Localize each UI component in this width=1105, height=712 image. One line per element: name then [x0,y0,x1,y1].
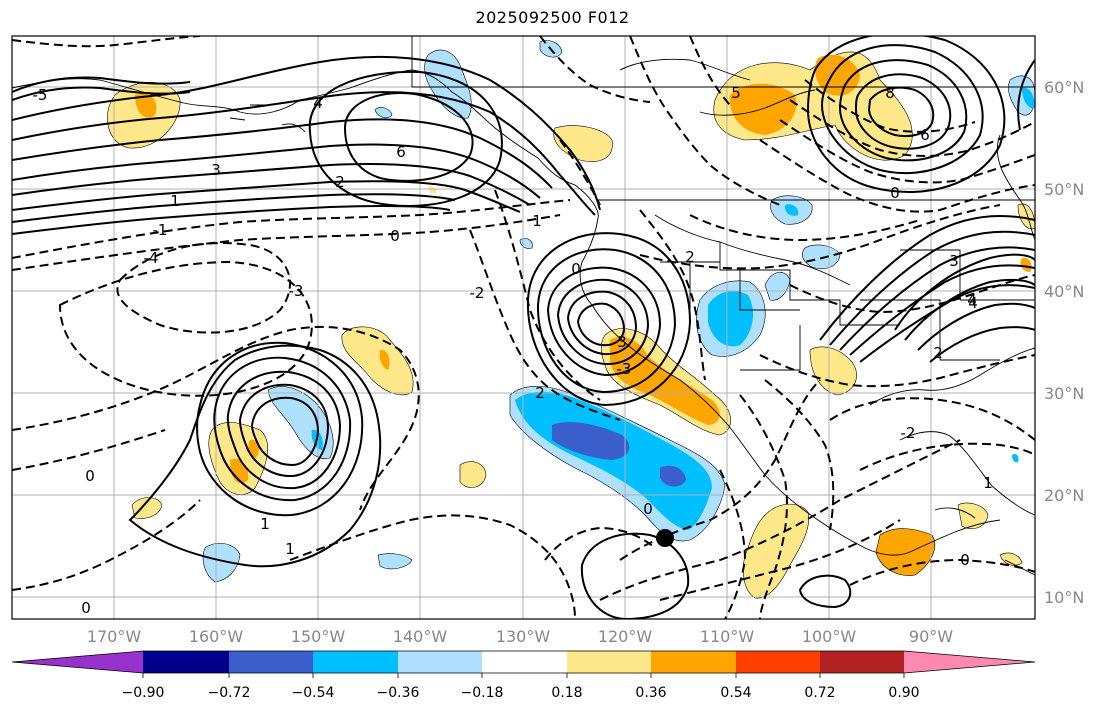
contour-label: 2 [535,384,545,402]
colorbar: −0.90 −0.72 −0.54 −0.36 −0.18 0.18 0.36 … [11,650,1036,701]
contour-label: 1 [983,474,993,492]
dashed-contours [12,36,1035,619]
lon-label: 150°W [291,627,346,646]
colorbar-segment [567,651,651,673]
lat-label: 40°N [1044,282,1084,301]
colorbar-tick-label: 0.72 [804,685,835,701]
map-plot-area: 6 4 3 2 1 0 -1 -2 -3 -4 -5 8 6 4 3 2 1 0… [12,36,1035,619]
colorbar-tick-label: −0.36 [377,685,420,701]
colorbar-segment [651,651,736,673]
contour-label: 0 [960,551,970,569]
colorbar-tick-label: −0.18 [461,685,504,701]
lat-label: 10°N [1044,588,1084,607]
contour-label: 6 [920,126,930,144]
contour-label: 3 [949,252,959,270]
contour-label: 0 [643,500,653,518]
contour-label: 0 [85,467,95,485]
contour-label: -3 [617,360,632,378]
contour-label: 2 [335,173,345,191]
location-marker [656,529,674,547]
colorbar-segment [143,651,229,673]
map-title: 2025092500 F012 [475,8,630,27]
contour-label: -3 [289,282,304,300]
contour-label: 1 [260,515,270,533]
lat-label: 30°N [1044,384,1084,403]
colorbar-segment [398,651,482,673]
contour-label: 6 [396,143,406,161]
contour-label: 1 [285,540,295,558]
contour-label: 3 [617,333,627,351]
contour-label: 1 [170,192,180,210]
colorbar-tick-label: −0.90 [122,685,165,701]
colorbar-tick-label: 0.36 [635,685,666,701]
lon-label: 120°W [598,627,653,646]
lon-label: 160°W [189,627,244,646]
colorbar-segment [820,651,904,673]
lat-label: 50°N [1044,180,1084,199]
map-frame [11,35,1036,620]
lat-label: 60°N [1044,78,1084,97]
contour-label: 8 [885,84,895,102]
solid-contours [12,36,1035,619]
contour-label: -2 [470,284,485,302]
colorbar-segment [313,651,398,673]
colorbar-tick-label: −0.54 [292,685,335,701]
contour-label: 0 [890,184,900,202]
contour-label: 3 [211,161,221,179]
contour-labels: 6 4 3 2 1 0 -1 -2 -3 -4 -5 8 6 4 3 2 1 0… [33,84,993,617]
lon-label: 100°W [802,627,857,646]
contour-label: 0 [390,227,400,245]
colorbar-extend-high [904,651,1035,673]
lon-label: 130°W [496,627,551,646]
colorbar-segment [482,651,567,673]
colorbar-extend-low [12,651,143,673]
contour-label: 1 [532,212,542,230]
contour-label: 4 [968,294,978,312]
longitude-labels: 170°W 160°W 150°W 140°W 130°W 120°W 110°… [87,627,953,646]
colorbar-tick-labels: −0.90 −0.72 −0.54 −0.36 −0.18 0.18 0.36 … [122,685,920,701]
contour-label: 0 [81,599,91,617]
colorbar-tick-label: 0.54 [720,685,751,701]
lon-label: 140°W [393,627,448,646]
colorbar-tick-label: 0.18 [551,685,582,701]
contour-label: 5 [731,84,741,102]
contour-label: 2 [933,344,943,362]
colorbar-ticks [142,673,905,678]
contour-label: 2 [685,248,695,266]
colorbar-segment [229,651,313,673]
contour-label: -1 [153,221,168,239]
colorbar-tick-label: −0.72 [208,685,251,701]
contour-label: 4 [967,291,977,309]
contour-label: -4 [144,249,159,267]
lat-label: 20°N [1044,486,1084,505]
latitude-labels: 60°N 50°N 40°N 30°N 20°N 10°N [1044,78,1084,607]
contour-label: 4 [313,94,323,112]
lon-label: 170°W [87,627,142,646]
contour-label: -2 [901,424,916,442]
coastlines [12,36,1035,576]
colorbar-tick-label: 0.90 [888,685,919,701]
contour-label: -5 [33,86,48,104]
contour-label: 0 [571,260,581,278]
lon-label: 90°W [909,627,953,646]
lon-label: 110°W [700,627,755,646]
colorbar-segment [736,651,820,673]
